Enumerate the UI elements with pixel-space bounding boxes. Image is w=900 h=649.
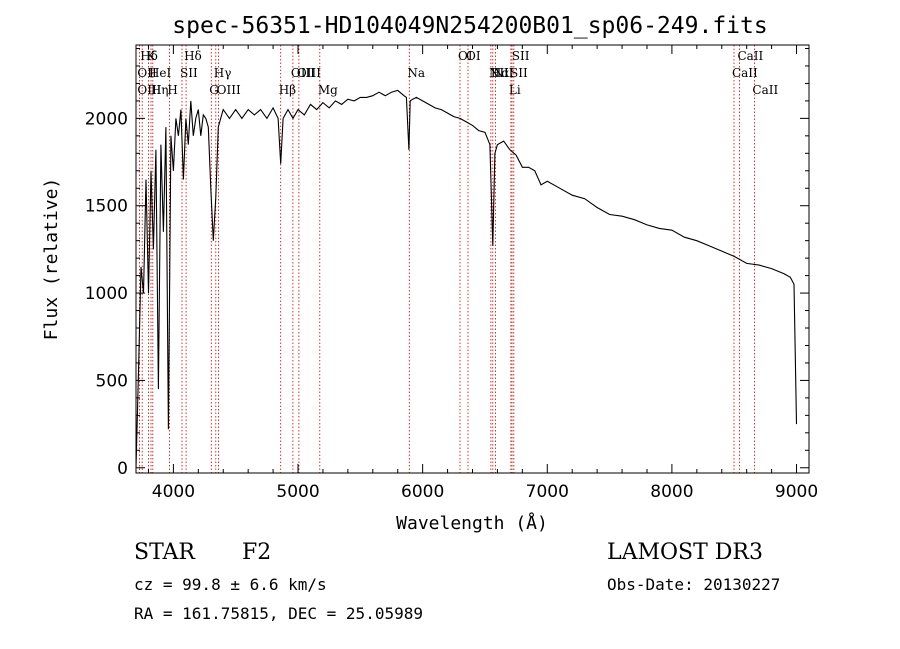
line-marker-label: OIII: [297, 66, 321, 80]
line-marker-label: Hα: [491, 66, 510, 80]
line-marker-label: G: [209, 83, 219, 97]
line-marker-label: OIII: [217, 83, 241, 97]
object-class: STAR: [134, 540, 195, 565]
line-marker-label: Hδ: [140, 49, 158, 63]
line-marker-label: HeI: [149, 66, 172, 80]
line-markers: [138, 45, 755, 473]
x-tick-label: 9000: [775, 482, 818, 502]
line-marker-label: Hγ: [214, 66, 232, 80]
line-marker-label: NII: [493, 66, 513, 80]
observation-date: Obs-Date: 20130227: [607, 575, 781, 594]
y-axis-title: Flux (relative): [41, 178, 62, 341]
object-subclass: F2: [242, 540, 272, 565]
line-marker-label: K: [146, 49, 156, 63]
x-tick-label: 7000: [526, 482, 569, 502]
line-marker-label: Li: [509, 83, 521, 97]
line-marker-label: OII: [137, 66, 157, 80]
x-axis-title: Wavelength (Å): [396, 512, 548, 534]
y-tick-label: 1500: [85, 197, 128, 217]
line-marker-label: H: [167, 83, 177, 97]
redshift-cz: cz = 99.8 ± 6.6 km/s: [134, 575, 327, 594]
line-marker-label: OIII: [291, 66, 315, 80]
line-marker-label: OI: [458, 49, 473, 63]
line-marker-label: OI: [466, 49, 481, 63]
line-marker-label: CaII: [732, 66, 758, 80]
line-marker-label: Hβ: [279, 83, 296, 97]
y-tick-label: 1000: [85, 284, 128, 304]
y-axis: 0 500 1000 1500 2000: [85, 47, 809, 479]
x-tick-label: 5000: [276, 482, 319, 502]
chart-title: spec-56351-HD104049N254200B01_sp06-249.f…: [172, 13, 767, 39]
line-marker-label: OIII: [137, 83, 161, 97]
spectrum-line: [135, 89, 798, 468]
line-marker-label: CaII: [737, 49, 763, 63]
line-marker-label: CaII: [752, 83, 778, 97]
y-tick-label: 0: [117, 459, 128, 479]
line-marker-label: Hη: [151, 83, 169, 97]
line-marker-label: NII: [489, 66, 509, 80]
line-marker-label: Na: [407, 66, 425, 80]
coordinates: RA = 161.75815, DEC = 25.05989: [134, 604, 423, 623]
survey-label: LAMOST DR3: [607, 540, 763, 565]
x-axis: 4000 5000 6000 7000 8000 9000: [147, 45, 818, 502]
line-marker-label: Hδ: [184, 49, 202, 63]
x-tick-label: 8000: [650, 482, 693, 502]
plot-frame: [135, 44, 810, 474]
x-tick-label: 6000: [401, 482, 444, 502]
line-marker-label: SII: [512, 49, 530, 63]
line-marker-label: SII: [180, 66, 198, 80]
line-marker-label: Mg: [318, 83, 338, 97]
y-tick-label: 2000: [85, 109, 128, 129]
line-marker-label: SII: [510, 66, 528, 80]
x-tick-label: 4000: [152, 482, 195, 502]
y-tick-label: 500: [96, 371, 128, 391]
